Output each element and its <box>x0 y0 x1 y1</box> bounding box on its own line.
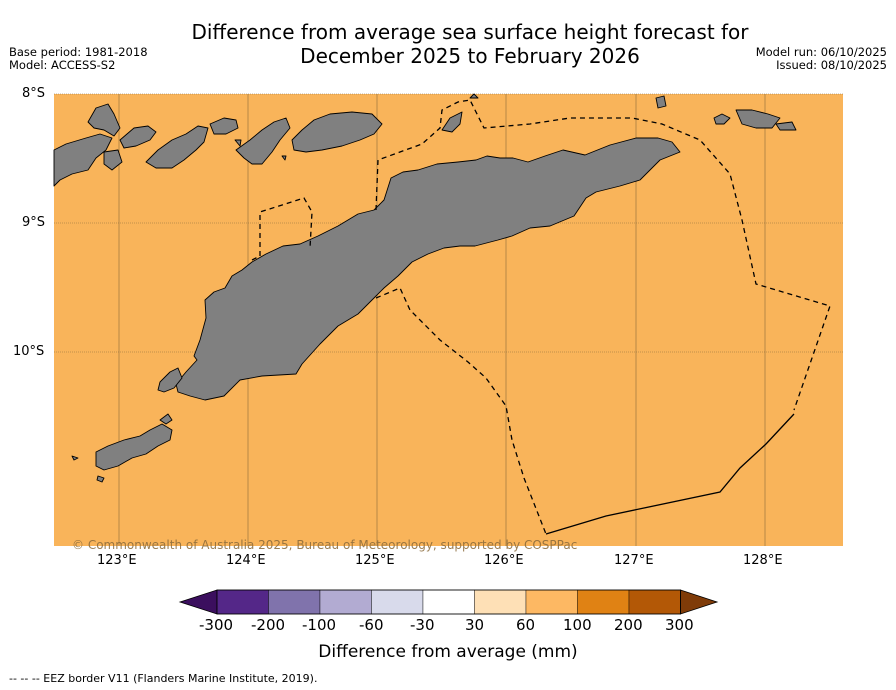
colorbar-bin-5 <box>422 589 475 615</box>
lon-label-124e: 124°E <box>226 553 266 568</box>
base-period: Base period: 1981-2018 <box>9 45 148 59</box>
colorbar-bin-2 <box>268 589 321 615</box>
colorbar-tick--100: -100 <box>302 616 337 634</box>
adonara-island <box>103 149 123 171</box>
colorbar-bin-8 <box>577 589 630 615</box>
lon-label-123e: 123°E <box>97 553 137 568</box>
islet-e <box>713 113 731 125</box>
raijua-island <box>96 475 105 483</box>
timor-island <box>175 137 681 401</box>
colorbar <box>178 589 719 615</box>
atauro-island <box>441 111 463 133</box>
wetar-island <box>291 111 383 153</box>
colorbar-bin-6 <box>474 589 527 615</box>
land-masses <box>53 93 797 483</box>
islet-h <box>281 155 287 161</box>
colorbar-tick-30: 30 <box>465 616 485 634</box>
kisar-wetar-west <box>235 117 291 165</box>
islet-a <box>71 455 79 461</box>
lon-label-126e: 126°E <box>484 553 524 568</box>
islet-f <box>775 121 797 131</box>
solor-island <box>87 103 121 137</box>
lat-label-9s: 9°S <box>22 215 46 230</box>
colorbar-tick--60: -60 <box>359 616 384 634</box>
right-metadata: Model run: 06/10/2025 Issued: 08/10/2025 <box>756 46 887 72</box>
eez-border-north <box>375 99 831 411</box>
islet-d <box>655 95 667 109</box>
colorbar-bin-9 <box>628 589 681 615</box>
colorbar-extend-low <box>178 589 218 615</box>
lon-label-128e: 128°E <box>743 553 783 568</box>
colorbar-bin-4 <box>371 589 424 615</box>
eez-border <box>251 99 831 535</box>
eez-border-solid <box>545 413 795 535</box>
pantar-island <box>145 125 209 169</box>
sawu-island <box>95 423 173 471</box>
colorbar-bin-3 <box>319 589 372 615</box>
islet-c <box>469 93 479 99</box>
lon-label-125e: 125°E <box>355 553 395 568</box>
babar-island <box>735 109 781 129</box>
colorbar-frame <box>216 589 681 615</box>
lembata-island <box>119 125 157 149</box>
title-line-2: December 2025 to February 2026 <box>300 44 640 68</box>
colorbar-tick-60: 60 <box>516 616 536 634</box>
eez-footnote: -- -- -- EEZ border V11 (Flanders Marine… <box>9 672 318 685</box>
graticule <box>54 93 843 546</box>
title-line-1: Difference from average sea surface heig… <box>191 20 749 44</box>
model-name: Model: ACCESS-S2 <box>9 58 116 72</box>
flores-east <box>53 133 113 187</box>
colorbar-bin-7 <box>525 589 578 615</box>
colorbar-tick-200: 200 <box>614 616 643 634</box>
islet-g <box>234 139 242 147</box>
lat-label-10s: 10°S <box>13 344 45 359</box>
roti-island <box>157 367 183 393</box>
colorbar-tick--200: -200 <box>251 616 286 634</box>
eez-border-oecusse <box>251 197 313 261</box>
lon-label-127e: 127°E <box>614 553 654 568</box>
left-metadata: Base period: 1981-2018 Model: ACCESS-S2 <box>9 46 148 72</box>
colorbar-tick--300: -300 <box>199 616 234 634</box>
chart-title: Difference from average sea surface heig… <box>0 20 896 68</box>
eez-border-south <box>375 287 547 535</box>
islet-b <box>159 413 173 425</box>
colorbar-tick--30: -30 <box>410 616 435 634</box>
colorbar-extend-high <box>680 589 719 615</box>
copyright-text: © Commonwealth of Australia 2025, Bureau… <box>72 538 578 552</box>
colorbar-tick-300: 300 <box>665 616 694 634</box>
colorbar-title: Difference from average (mm) <box>318 642 578 662</box>
alor-island <box>209 117 239 135</box>
colorbar-bin-1 <box>216 589 269 615</box>
issued-date: Issued: 08/10/2025 <box>776 58 887 72</box>
lat-label-8s: 8°S <box>22 86 46 101</box>
colorbar-tick-100: 100 <box>563 616 592 634</box>
model-run: Model run: 06/10/2025 <box>755 45 887 59</box>
